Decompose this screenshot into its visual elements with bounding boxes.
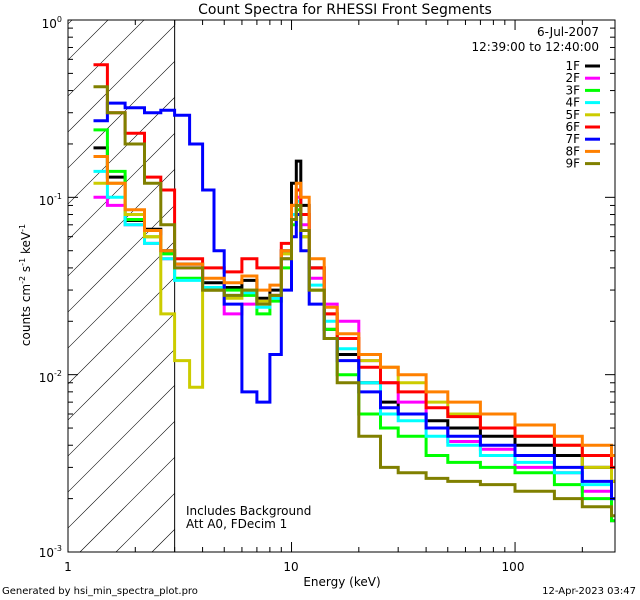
y-axis-label: counts cm-2 s-1 keV-1 xyxy=(18,224,33,346)
y-tick-labels: 100 10-1 10-2 10-3 xyxy=(39,15,62,560)
y-tick-label-1: 10-1 xyxy=(39,192,62,208)
x-tick-label-10: 10 xyxy=(283,560,298,574)
axis-ticks xyxy=(67,19,615,553)
series-7F xyxy=(93,101,615,501)
y-tick-label-3: 10-3 xyxy=(39,544,62,560)
chart-title: Count Spectra for RHESSI Front Segments xyxy=(198,2,492,18)
hatch-line xyxy=(68,20,145,97)
legend-label-4F: 4F xyxy=(565,96,580,110)
plot-frame xyxy=(67,19,616,553)
time-range-label: 12:39:00 to 12:40:00 xyxy=(472,40,599,54)
legend-label-8F: 8F xyxy=(565,144,580,158)
x-tick-label-1: 1 xyxy=(64,560,72,574)
hatch-line xyxy=(68,20,109,61)
series-group xyxy=(93,63,615,523)
x-axis-label: Energy (keV) xyxy=(303,575,380,589)
y-tick-label-0: 100 xyxy=(42,15,62,31)
legend-label-9F: 9F xyxy=(565,157,580,171)
x-tick-labels: 1 10 100 xyxy=(64,560,524,574)
x-tick-label-100: 100 xyxy=(502,560,525,574)
footer-generated-by: Generated by hsi_min_spectra_plot.pro xyxy=(2,586,198,597)
series-9F xyxy=(93,85,615,518)
footer-timestamp: 12-Apr-2023 03:47 xyxy=(542,586,636,597)
legend-label-2F: 2F xyxy=(565,71,580,85)
legend-label-7F: 7F xyxy=(565,132,580,146)
legend-label-3F: 3F xyxy=(565,83,580,97)
legend-label-6F: 6F xyxy=(565,120,580,134)
legend-label-5F: 5F xyxy=(565,108,580,122)
hatch-line xyxy=(68,20,181,133)
y-tick-label-2: 10-2 xyxy=(39,369,62,385)
annotation-background: Includes Background xyxy=(186,504,311,518)
date-label: 6-Jul-2007 xyxy=(537,25,599,39)
annotation-attenuator: Att A0, FDecim 1 xyxy=(186,517,287,531)
legend-label-1F: 1F xyxy=(565,59,580,73)
